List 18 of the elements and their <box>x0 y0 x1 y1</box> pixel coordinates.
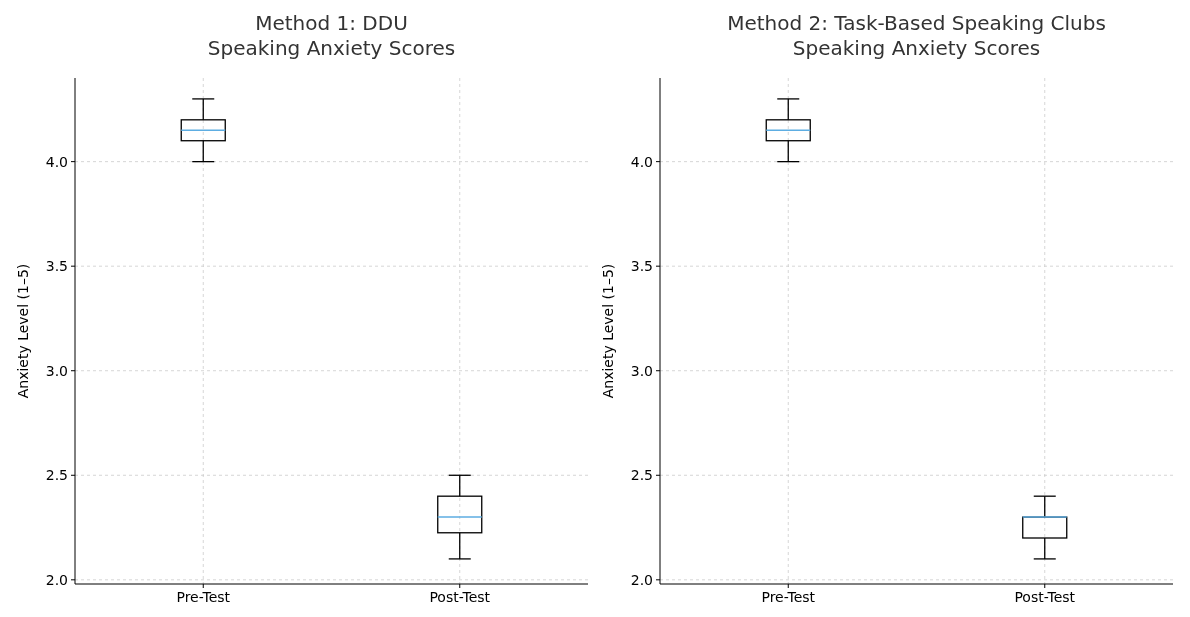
y-axis-title: Anxiety Level (1–5) <box>600 263 616 399</box>
chart-title: Method 1: DDU Speaking Anxiety Scores <box>207 11 456 60</box>
y-tick-label: 2.0 <box>45 571 68 588</box>
y-tick-label: 3.0 <box>45 362 68 379</box>
x-tick-label: Post-Test <box>1014 589 1076 605</box>
y-tick-label: 3.5 <box>45 258 68 275</box>
y-axis-title: Anxiety Level (1–5) <box>15 263 31 399</box>
y-tick-label: 4.0 <box>630 153 653 170</box>
y-tick-label: 2.5 <box>45 467 68 484</box>
y-tick-label: 2.0 <box>630 571 653 588</box>
chart-title: Method 2: Task-Based Speaking Clubs Speaking Anxiety Scores <box>727 11 1106 60</box>
x-tick-label: Post-Test <box>429 589 491 605</box>
y-tick-label: 4.0 <box>45 153 68 170</box>
x-tick-label: Pre-Test <box>761 589 816 605</box>
y-tick-label: 2.5 <box>630 467 653 484</box>
y-tick-label: 3.5 <box>630 258 653 275</box>
x-tick-label: Pre-Test <box>176 589 231 605</box>
y-tick-label: 3.0 <box>630 362 653 379</box>
